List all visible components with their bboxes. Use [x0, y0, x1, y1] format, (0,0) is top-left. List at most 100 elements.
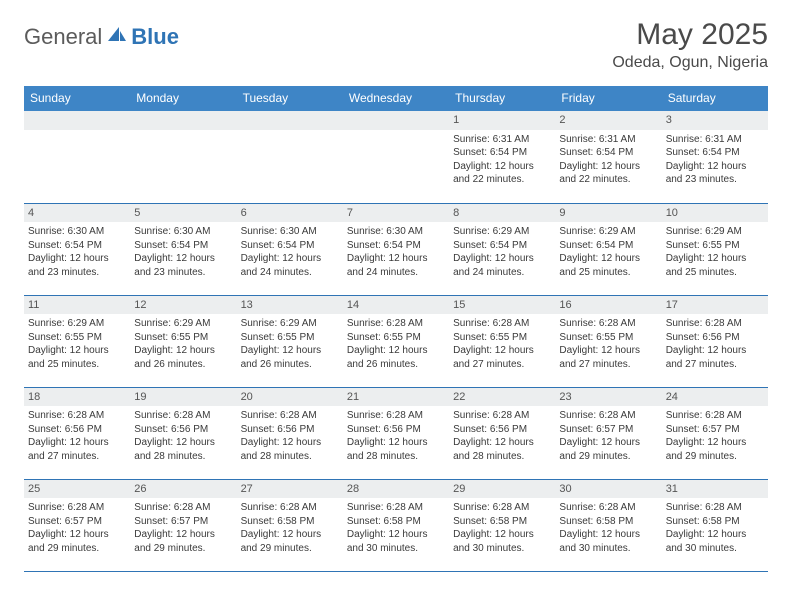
day-info-line: Daylight: 12 hours	[347, 436, 445, 450]
day-info-line: Sunrise: 6:28 AM	[666, 317, 764, 331]
day-info-line: Sunrise: 6:28 AM	[28, 409, 126, 423]
day-info-line: Sunrise: 6:28 AM	[347, 409, 445, 423]
calendar-day-cell: 3Sunrise: 6:31 AMSunset: 6:54 PMDaylight…	[662, 111, 768, 203]
calendar-day-cell: 26Sunrise: 6:28 AMSunset: 6:57 PMDayligh…	[130, 479, 236, 571]
calendar-day-cell: 1Sunrise: 6:31 AMSunset: 6:54 PMDaylight…	[449, 111, 555, 203]
day-number: 17	[662, 296, 768, 315]
weekday-header: Friday	[555, 86, 661, 111]
day-number	[130, 111, 236, 130]
calendar-week-row: 18Sunrise: 6:28 AMSunset: 6:56 PMDayligh…	[24, 387, 768, 479]
day-info-line: Sunset: 6:55 PM	[347, 331, 445, 345]
day-info-line: Sunrise: 6:28 AM	[559, 409, 657, 423]
day-info-line: Sunrise: 6:29 AM	[453, 225, 551, 239]
calendar-day-cell: 31Sunrise: 6:28 AMSunset: 6:58 PMDayligh…	[662, 479, 768, 571]
page-header: General Blue May 2025 Odeda, Ogun, Niger…	[24, 18, 768, 72]
calendar-day-cell: 6Sunrise: 6:30 AMSunset: 6:54 PMDaylight…	[237, 203, 343, 295]
day-info-line: Sunrise: 6:28 AM	[559, 317, 657, 331]
day-info-line: Daylight: 12 hours	[28, 252, 126, 266]
day-number: 18	[24, 388, 130, 407]
weekday-header: Monday	[130, 86, 236, 111]
day-info-line: Daylight: 12 hours	[559, 160, 657, 174]
day-number	[237, 111, 343, 130]
day-info-line: Sunrise: 6:30 AM	[241, 225, 339, 239]
day-info-line: and 29 minutes.	[241, 542, 339, 556]
calendar-week-row: 1Sunrise: 6:31 AMSunset: 6:54 PMDaylight…	[24, 111, 768, 203]
calendar-day-cell: 18Sunrise: 6:28 AMSunset: 6:56 PMDayligh…	[24, 387, 130, 479]
calendar-day-cell: 20Sunrise: 6:28 AMSunset: 6:56 PMDayligh…	[237, 387, 343, 479]
day-info-line: and 29 minutes.	[28, 542, 126, 556]
logo-text-blue: Blue	[131, 24, 179, 50]
day-info-line: Sunrise: 6:28 AM	[453, 409, 551, 423]
calendar-day-cell: 14Sunrise: 6:28 AMSunset: 6:55 PMDayligh…	[343, 295, 449, 387]
logo-text-general: General	[24, 24, 102, 50]
day-info-line: Sunrise: 6:28 AM	[347, 317, 445, 331]
day-info-line: Sunset: 6:58 PM	[559, 515, 657, 529]
day-info-line: Sunrise: 6:29 AM	[241, 317, 339, 331]
day-info-line: Daylight: 12 hours	[347, 252, 445, 266]
day-info-line: Daylight: 12 hours	[28, 436, 126, 450]
calendar-day-cell: 22Sunrise: 6:28 AMSunset: 6:56 PMDayligh…	[449, 387, 555, 479]
day-number: 22	[449, 388, 555, 407]
calendar-day-cell: 30Sunrise: 6:28 AMSunset: 6:58 PMDayligh…	[555, 479, 661, 571]
calendar-day-cell: 16Sunrise: 6:28 AMSunset: 6:55 PMDayligh…	[555, 295, 661, 387]
day-info-line: and 28 minutes.	[241, 450, 339, 464]
day-info-line: Sunrise: 6:28 AM	[241, 409, 339, 423]
day-info-line: and 26 minutes.	[347, 358, 445, 372]
day-info-line: Daylight: 12 hours	[559, 528, 657, 542]
day-info-line: Sunset: 6:58 PM	[347, 515, 445, 529]
day-number: 29	[449, 480, 555, 499]
day-info-line: Sunrise: 6:28 AM	[347, 501, 445, 515]
day-info-line: and 30 minutes.	[347, 542, 445, 556]
day-info-line: and 22 minutes.	[453, 173, 551, 187]
day-number: 25	[24, 480, 130, 499]
weekday-header: Saturday	[662, 86, 768, 111]
day-info-line: and 25 minutes.	[666, 266, 764, 280]
day-info-line: Sunset: 6:54 PM	[559, 146, 657, 160]
calendar-day-cell: 8Sunrise: 6:29 AMSunset: 6:54 PMDaylight…	[449, 203, 555, 295]
day-info-line: Sunrise: 6:28 AM	[666, 409, 764, 423]
day-info-line: Daylight: 12 hours	[241, 436, 339, 450]
day-info-line: Daylight: 12 hours	[134, 344, 232, 358]
day-info-line: Sunrise: 6:28 AM	[134, 501, 232, 515]
day-number: 1	[449, 111, 555, 130]
day-number: 3	[662, 111, 768, 130]
day-info-line: Sunrise: 6:28 AM	[28, 501, 126, 515]
day-info-line: Sunset: 6:54 PM	[28, 239, 126, 253]
day-number: 2	[555, 111, 661, 130]
day-info-line: and 24 minutes.	[347, 266, 445, 280]
calendar-day-cell: 2Sunrise: 6:31 AMSunset: 6:54 PMDaylight…	[555, 111, 661, 203]
day-info-line: and 26 minutes.	[241, 358, 339, 372]
day-info-line: Daylight: 12 hours	[453, 252, 551, 266]
day-number: 21	[343, 388, 449, 407]
day-info-line: Daylight: 12 hours	[559, 252, 657, 266]
day-info-line: Daylight: 12 hours	[28, 528, 126, 542]
calendar-day-cell: 7Sunrise: 6:30 AMSunset: 6:54 PMDaylight…	[343, 203, 449, 295]
calendar-week-row: 4Sunrise: 6:30 AMSunset: 6:54 PMDaylight…	[24, 203, 768, 295]
day-number: 11	[24, 296, 130, 315]
day-info-line: Sunset: 6:56 PM	[134, 423, 232, 437]
weekday-header: Wednesday	[343, 86, 449, 111]
calendar-day-cell	[237, 111, 343, 203]
day-info-line: and 28 minutes.	[134, 450, 232, 464]
calendar-day-cell: 12Sunrise: 6:29 AMSunset: 6:55 PMDayligh…	[130, 295, 236, 387]
day-info-line: Sunrise: 6:29 AM	[666, 225, 764, 239]
day-info-line: and 25 minutes.	[28, 358, 126, 372]
day-info-line: and 24 minutes.	[453, 266, 551, 280]
day-info-line: Sunset: 6:58 PM	[453, 515, 551, 529]
calendar-day-cell: 19Sunrise: 6:28 AMSunset: 6:56 PMDayligh…	[130, 387, 236, 479]
day-info-line: and 28 minutes.	[453, 450, 551, 464]
sail-icon	[107, 26, 127, 49]
day-info-line: Daylight: 12 hours	[666, 252, 764, 266]
day-info-line: Daylight: 12 hours	[134, 252, 232, 266]
day-info-line: Sunset: 6:55 PM	[134, 331, 232, 345]
calendar-day-cell: 10Sunrise: 6:29 AMSunset: 6:55 PMDayligh…	[662, 203, 768, 295]
calendar-day-cell: 11Sunrise: 6:29 AMSunset: 6:55 PMDayligh…	[24, 295, 130, 387]
calendar-day-cell	[130, 111, 236, 203]
day-info-line: and 30 minutes.	[453, 542, 551, 556]
day-info-line: Sunrise: 6:30 AM	[347, 225, 445, 239]
day-number: 13	[237, 296, 343, 315]
day-info-line: Daylight: 12 hours	[134, 436, 232, 450]
day-info-line: Sunset: 6:57 PM	[134, 515, 232, 529]
day-number: 20	[237, 388, 343, 407]
calendar-day-cell: 13Sunrise: 6:29 AMSunset: 6:55 PMDayligh…	[237, 295, 343, 387]
